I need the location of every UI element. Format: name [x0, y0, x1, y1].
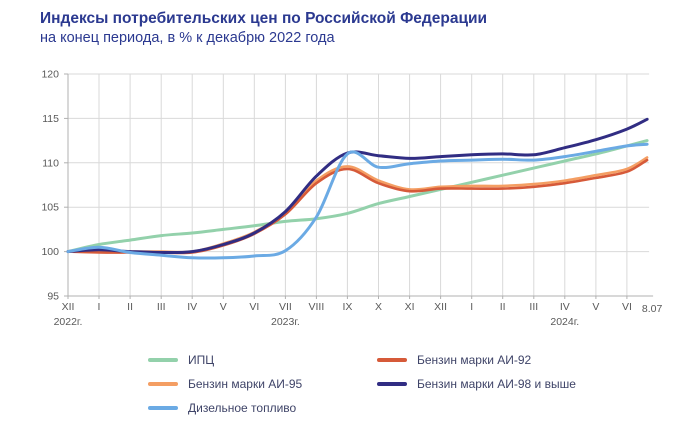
x-tick-label: III: [529, 301, 538, 313]
x-tick-label: V: [592, 301, 599, 313]
x-tick-label: III: [157, 301, 166, 313]
legend-swatch-ipc: [148, 358, 178, 362]
chart-legend: ИПЦ Бензин марки АИ-95 Дизельное топливо Бе…: [0, 348, 700, 428]
year-label: 2024г.: [550, 316, 579, 328]
x-tick-label: V: [220, 301, 227, 313]
x-tick-label: XII: [62, 301, 75, 313]
x-tick-label: VII: [279, 301, 292, 313]
page-title: Индексы потребительских цен по Российско…: [40, 10, 488, 27]
legend-label-ai98: Бензин марки АИ-98 и выше: [417, 377, 576, 391]
x-tick-label: XI: [405, 301, 415, 313]
y-tick-label: 105: [41, 202, 59, 214]
y-tick-label: 110: [42, 157, 59, 169]
series-line-diesel: [66, 142, 649, 260]
x-tick-label: II: [500, 301, 506, 313]
chart-header: Индексы потребительских цен по Российско…: [40, 9, 487, 49]
year-label: 2022г.: [54, 316, 83, 328]
axes: [64, 73, 654, 299]
legend-label-ai92: Бензин марки АИ-92: [417, 353, 532, 367]
x-tick-label: VI: [249, 301, 259, 313]
x-tick-label: II: [127, 301, 133, 313]
series-lines: [66, 117, 649, 260]
legend-swatch-ai92: [377, 358, 407, 362]
legend-item-diesel: Дизельное топливо: [148, 396, 302, 420]
x-tick-label: I: [98, 301, 101, 313]
series-line-ipc: [66, 139, 649, 254]
y-tick-label: 95: [47, 291, 59, 303]
legend-label-ipc: ИПЦ: [188, 353, 215, 367]
legend-swatch-ai95: [148, 382, 178, 386]
legend-item-ai92: Бензин марки АИ-92: [377, 348, 576, 372]
x-tick-label: X: [375, 301, 382, 313]
x-tick-label: XII: [434, 301, 447, 313]
x-tick-label: IV: [187, 301, 197, 313]
legend-column-1: ИПЦ Бензин марки АИ-95 Дизельное топливо: [148, 348, 302, 420]
y-tick-label: 115: [42, 113, 59, 125]
legend-label-ai95: Бензин марки АИ-95: [188, 377, 303, 391]
x-tick-label: I: [470, 301, 473, 313]
legend-swatch-diesel: [148, 406, 178, 410]
legend-swatch-ai98: [377, 382, 407, 386]
series-line-ai92: [66, 158, 649, 255]
last-date-label: 8.07: [642, 303, 663, 315]
chart-area: 95 100 105 110 115 120 XII I II III IV V VI VII VIII IX…: [0, 58, 700, 342]
x-tick-label: IV: [560, 301, 570, 313]
x-tick-label: IX: [342, 301, 352, 313]
legend-item-ipc: ИПЦ: [148, 348, 302, 372]
y-tick-label: 100: [41, 246, 59, 258]
legend-item-ai95: Бензин марки АИ-95: [148, 372, 302, 396]
x-tick-label: VI: [622, 301, 632, 313]
page-subtitle: на конец периода, в % к декабрю 2022 год…: [40, 30, 335, 47]
legend-column-2: Бензин марки АИ-92 Бензин марки АИ-98 и в…: [377, 348, 576, 396]
year-label: 2023г.: [271, 316, 300, 328]
x-tick-label: VIII: [309, 301, 325, 313]
y-tick-label: 120: [41, 69, 59, 81]
legend-item-ai98: Бензин марки АИ-98 и выше: [377, 372, 576, 396]
gridlines: [67, 73, 650, 296]
legend-label-diesel: Дизельное топливо: [188, 401, 297, 415]
series-line-ai98: [66, 117, 649, 255]
